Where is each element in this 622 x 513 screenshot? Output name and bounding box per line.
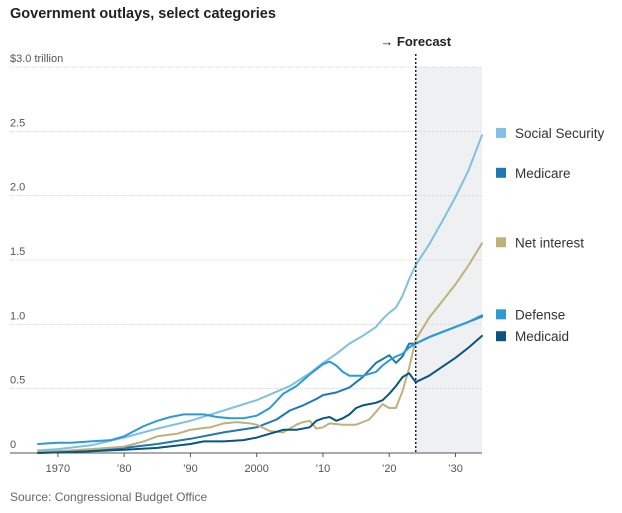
- chart-title: Government outlays, select categories: [10, 6, 276, 22]
- series-line-1: [37, 134, 483, 452]
- y-tick-label: 0: [10, 439, 16, 451]
- x-tick-label: 1970: [46, 463, 70, 475]
- legend-swatch: [496, 331, 506, 342]
- y-tick-label: 2.0: [10, 182, 25, 194]
- series-line-2: [37, 315, 483, 454]
- y-tick-label: 0.5: [10, 375, 25, 387]
- series-line-4: [37, 314, 483, 445]
- legend-label: Medicare: [515, 166, 571, 181]
- x-tick-label: ’80: [117, 463, 132, 475]
- series-line-5: [37, 334, 483, 454]
- legend-swatch: [496, 237, 506, 248]
- x-tick-label: 2000: [244, 463, 268, 475]
- x-tick-label: ’90: [183, 463, 198, 475]
- y-tick-label: $3.0 trillion: [10, 53, 63, 65]
- forecast-label: → Forecast: [380, 34, 451, 49]
- legend-swatch: [496, 127, 506, 138]
- legend-swatch: [496, 309, 506, 320]
- x-tick-label: ’30: [448, 463, 463, 475]
- legend-label: Net interest: [515, 235, 584, 250]
- y-tick-label: 1.0: [10, 310, 25, 322]
- x-tick-label: ’20: [382, 463, 397, 475]
- y-tick-label: 2.5: [10, 117, 25, 129]
- legend-label: Social Security: [515, 126, 605, 141]
- y-tick-label: 1.5: [10, 246, 25, 258]
- source-note: Source: Congressional Budget Office: [10, 490, 208, 504]
- legend-label: Defense: [515, 307, 565, 322]
- legend-label: Medicaid: [515, 329, 569, 344]
- x-tick-label: ’10: [316, 463, 331, 475]
- legend-swatch: [496, 167, 506, 178]
